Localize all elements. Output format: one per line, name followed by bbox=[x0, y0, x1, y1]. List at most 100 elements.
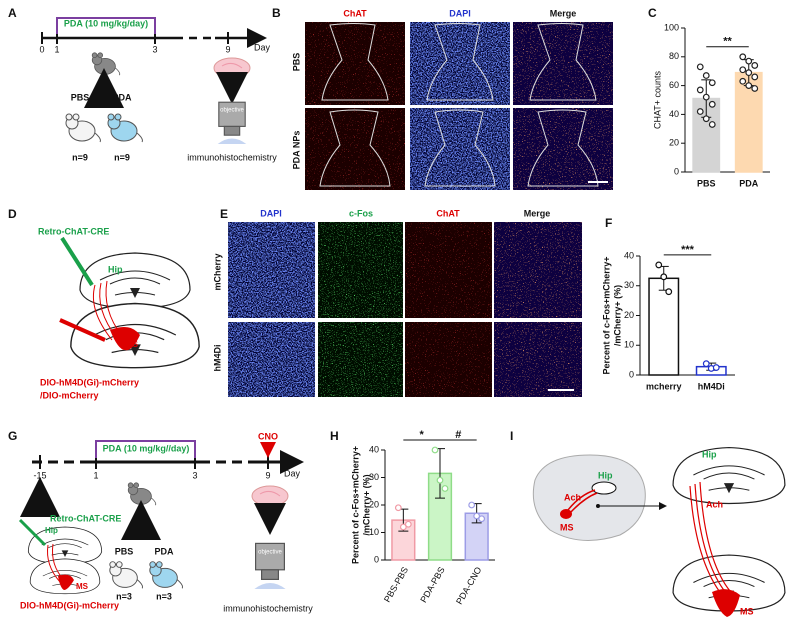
time-label: 1 bbox=[54, 44, 59, 54]
x-tick-label: PBS-PBS bbox=[382, 565, 410, 604]
ms-label: MS bbox=[126, 340, 139, 349]
ach-label: Ach bbox=[564, 492, 581, 502]
data-point bbox=[739, 77, 747, 85]
micrograph bbox=[228, 222, 315, 318]
panel-e: E DAPI c-Fos ChAT Merge mCherry hM4Di bbox=[212, 207, 582, 397]
data-point bbox=[702, 72, 710, 79]
brain bbox=[251, 485, 289, 507]
data-point bbox=[708, 79, 716, 87]
panel-b: B ChAT DAPI Merge PBS PDA NPs bbox=[272, 6, 613, 190]
y-tick-label: 30 bbox=[624, 280, 634, 290]
column-header: Merge bbox=[550, 8, 577, 18]
column-header: c-Fos bbox=[349, 208, 373, 218]
panel-g: G -15 1 3 9 Day PDA (10 mg/kg//day) CNO … bbox=[8, 429, 313, 613]
y-tick-label: 10 bbox=[624, 340, 634, 350]
group-label: PBS bbox=[115, 546, 134, 556]
y-tick-label: 0 bbox=[674, 166, 679, 176]
column-header: DAPI bbox=[449, 8, 471, 18]
mouse bbox=[91, 52, 121, 76]
x-tick-label: PDA-CNO bbox=[454, 565, 483, 606]
row-label: PDA NPs bbox=[291, 131, 301, 170]
data-point bbox=[745, 57, 753, 65]
significance-label: * bbox=[420, 429, 425, 441]
data-point bbox=[708, 121, 716, 128]
column-header: ChAT bbox=[436, 208, 460, 218]
y-tick-label: 40 bbox=[624, 250, 634, 260]
outline bbox=[319, 109, 391, 187]
ach-label: Ach bbox=[706, 499, 723, 509]
row-label: PBS bbox=[291, 53, 301, 72]
data-point bbox=[696, 108, 704, 115]
mouse bbox=[127, 482, 157, 506]
time-label: 3 bbox=[192, 470, 197, 480]
data-point bbox=[441, 485, 449, 492]
data-point bbox=[394, 504, 402, 512]
micrograph bbox=[494, 222, 582, 318]
micrograph bbox=[305, 108, 405, 190]
time-label: 1 bbox=[93, 470, 98, 480]
hip-label: Hip bbox=[702, 449, 717, 459]
micrograph bbox=[305, 22, 405, 105]
y-tick-label: 100 bbox=[664, 22, 679, 32]
y-tick-label: 60 bbox=[669, 80, 679, 90]
data-point bbox=[708, 100, 716, 108]
significance-label: *** bbox=[681, 244, 695, 256]
brain bbox=[213, 57, 251, 79]
construct-label: DIO-hM4D(Gi)-mCherry bbox=[40, 377, 139, 387]
data-point bbox=[473, 512, 481, 520]
hip-label: Hip bbox=[45, 526, 58, 535]
construct-label: /DIO-mCherry bbox=[40, 390, 99, 400]
group-label: PDA bbox=[154, 546, 174, 556]
hip-label: Hip bbox=[598, 470, 613, 480]
objective-label: objective bbox=[258, 550, 282, 556]
panel-label: F bbox=[605, 216, 612, 230]
y-tick-label: 0 bbox=[374, 554, 379, 564]
injection-needle bbox=[59, 318, 106, 342]
n-label: n=9 bbox=[114, 152, 130, 162]
micrograph bbox=[405, 222, 492, 318]
micrograph bbox=[494, 322, 582, 397]
panel-label: I bbox=[510, 429, 513, 443]
day-label: Day bbox=[254, 42, 271, 52]
panel-label: B bbox=[272, 6, 281, 20]
y-tick-label: 20 bbox=[669, 138, 679, 148]
data-point bbox=[739, 53, 747, 61]
data-point bbox=[660, 273, 668, 281]
micrograph bbox=[513, 22, 613, 105]
data-point bbox=[739, 66, 747, 74]
n-label: n=3 bbox=[116, 591, 132, 601]
y-tick-label: 40 bbox=[669, 109, 679, 119]
virus-label: Retro-ChAT-CRE bbox=[38, 226, 109, 236]
projection bbox=[689, 481, 731, 596]
y-axis-label: /mCherry+ (%) bbox=[612, 285, 622, 346]
y-tick-label: 10 bbox=[369, 527, 379, 537]
pointer-dot bbox=[596, 504, 600, 508]
drug-label: PDA (10 mg/kg//day) bbox=[103, 443, 190, 453]
y-axis-label: /mCherry+ (%) bbox=[361, 474, 371, 535]
data-point bbox=[751, 73, 759, 81]
mouse-pda bbox=[107, 113, 143, 143]
ms-region bbox=[712, 589, 740, 617]
x-tick-label: PDA-PBS bbox=[418, 565, 446, 604]
data-point bbox=[702, 115, 710, 123]
coronal-section bbox=[27, 526, 103, 565]
method-label: immunohistochemistry bbox=[187, 152, 277, 162]
significance-label: # bbox=[455, 429, 461, 441]
day-label: Day bbox=[284, 468, 301, 478]
ms-region bbox=[58, 574, 74, 590]
row-label: mCherry bbox=[212, 253, 222, 290]
y-axis-label: CHAT+ counts bbox=[652, 70, 662, 129]
data-point bbox=[696, 63, 704, 71]
ms-region bbox=[560, 509, 572, 519]
outline bbox=[529, 23, 597, 101]
data-point bbox=[745, 69, 753, 77]
panel-label: D bbox=[8, 207, 17, 221]
data-point bbox=[436, 476, 444, 484]
y-tick-label: 30 bbox=[369, 472, 379, 482]
brain-3d bbox=[532, 454, 646, 541]
y-tick-label: 80 bbox=[669, 51, 679, 61]
time-label: 0 bbox=[39, 44, 44, 54]
n-label: n=9 bbox=[72, 152, 88, 162]
injection-needle bbox=[60, 236, 94, 287]
